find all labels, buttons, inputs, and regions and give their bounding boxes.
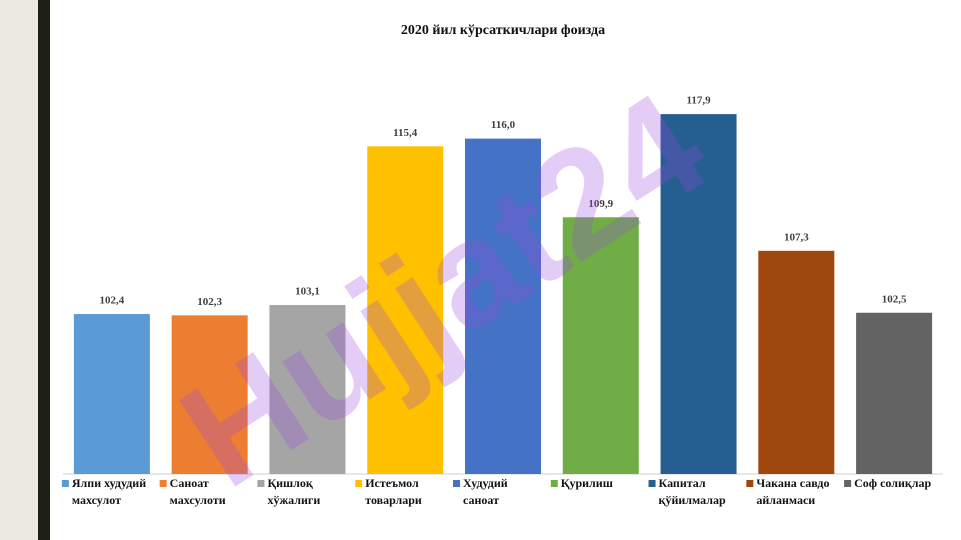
value-label: 116,0 [491,119,516,131]
bar [562,217,639,475]
category-label: Ялпи худудий махсулот [72,476,146,507]
category-label: Қишлоқ хўжалиги [267,476,320,507]
category-label: Соф солиқлар [854,476,931,490]
category-line: махсулоти [170,493,226,507]
watermark: Hujjat24 [153,60,734,519]
category-line: айланмаси [756,493,815,507]
category-line: товарлари [365,493,422,507]
category-line: Қурилиш [561,476,613,490]
category-line: хўжалиги [267,493,320,507]
bar [856,312,933,474]
category-line: Капитал [659,476,706,490]
bar [171,315,248,474]
chart-title: 2020 йил кўрсаткичлари фоизда [401,23,605,38]
legend-marker [746,480,754,487]
category-line: Ялпи худудий [72,476,146,490]
category-label: Саноат махсулоти [170,476,226,507]
category-line: Соф солиқлар [854,476,931,490]
value-label: 109,9 [588,198,613,210]
value-label: 115,4 [393,127,418,139]
category-label: Худудий саноат [463,476,508,507]
category-line: Саноат [170,476,209,490]
bar [269,305,346,474]
bar [758,250,835,474]
bar [367,146,444,474]
side-panel [0,0,38,540]
category-line: Худудий [463,476,508,490]
category-label: Капитал қўйилмалар [659,476,726,507]
value-label: 117,9 [686,95,711,107]
legend-marker [257,480,265,487]
legend-marker [844,480,852,487]
legend-marker [355,480,363,487]
bar [660,114,737,474]
value-label: 102,5 [882,293,907,305]
category-line: қўйилмалар [659,493,726,507]
category-label: Қурилиш [561,476,613,490]
category-line: Чакана савдо [756,476,829,490]
value-label: 102,3 [197,296,222,308]
bar [465,138,541,474]
category-label: Чакана савдо айланмаси [756,476,829,507]
legend-marker [550,480,558,487]
bar [73,314,150,474]
legend-marker [159,480,167,487]
legend-marker [648,480,656,487]
category-label: Истеъмол товарлари [365,476,422,507]
side-stripe [38,0,50,540]
category-line: Қишлоқ [267,476,312,490]
legend-marker [61,480,69,487]
category-line: саноат [463,493,499,507]
value-label: 102,4 [100,295,125,307]
value-label: 107,3 [784,231,809,243]
category-line: махсулот [72,493,121,507]
category-line: Истеъмол [365,476,419,490]
value-label: 103,1 [295,286,320,298]
legend-marker [453,480,460,487]
